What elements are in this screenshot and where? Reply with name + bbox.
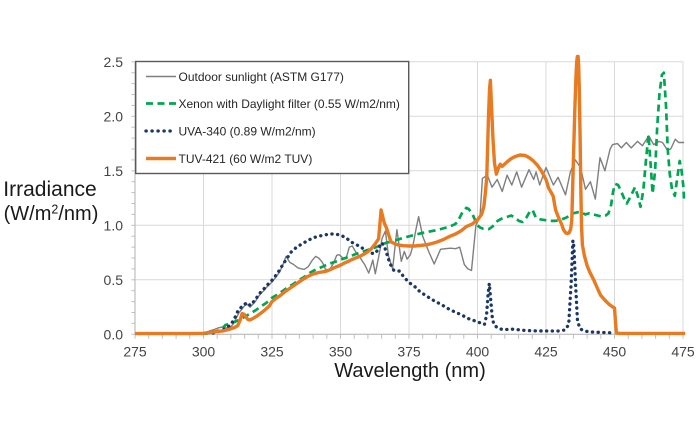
svg-text:1.0: 1.0 <box>104 217 124 233</box>
svg-text:Irradiance: Irradiance <box>3 178 96 201</box>
svg-text:325: 325 <box>260 344 284 360</box>
svg-text:425: 425 <box>534 344 558 360</box>
svg-text:0.5: 0.5 <box>104 272 124 288</box>
svg-text:2.0: 2.0 <box>104 108 124 124</box>
svg-text:(W/m2/nm): (W/m2/nm) <box>4 203 99 226</box>
svg-text:475: 475 <box>671 344 695 360</box>
svg-text:2.5: 2.5 <box>104 54 124 70</box>
svg-text:Outdoor sunlight (ASTM G177): Outdoor sunlight (ASTM G177) <box>179 70 344 84</box>
svg-text:275: 275 <box>123 344 147 360</box>
svg-text:Xenon with Daylight filter (0.: Xenon with Daylight filter (0.55 W/m2/nm… <box>179 97 400 111</box>
svg-text:400: 400 <box>466 344 490 360</box>
svg-text:0.0: 0.0 <box>104 326 124 342</box>
svg-text:350: 350 <box>329 344 353 360</box>
svg-text:300: 300 <box>192 344 216 360</box>
svg-text:1.5: 1.5 <box>104 163 124 179</box>
svg-text:375: 375 <box>397 344 421 360</box>
svg-text:TUV-421 (60 W/m2 TUV): TUV-421 (60 W/m2 TUV) <box>179 152 313 166</box>
svg-text:450: 450 <box>603 344 627 360</box>
svg-text:Wavelength (nm): Wavelength (nm) <box>334 360 486 382</box>
svg-text:UVA-340 (0.89 W/m2/nm): UVA-340 (0.89 W/m2/nm) <box>179 124 316 138</box>
